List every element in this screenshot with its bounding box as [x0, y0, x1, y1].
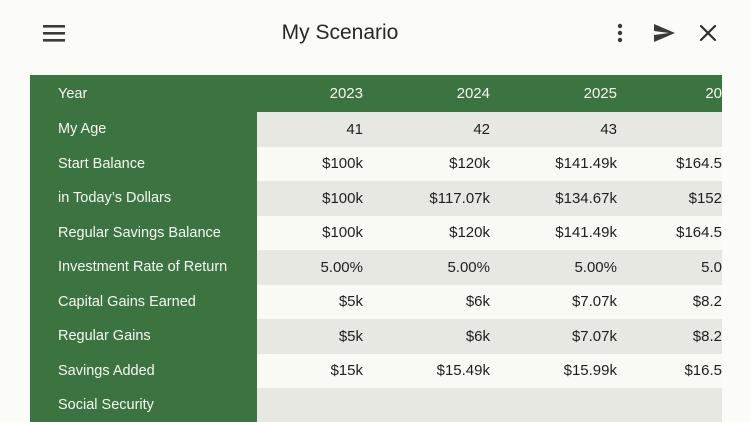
table-cell: [638, 112, 722, 147]
table-cell: 5.0: [638, 250, 722, 285]
table-row: My Age 41 42 43: [30, 112, 722, 147]
table-row: Investment Rate of Return 5.00% 5.00% 5.00%…: [30, 250, 722, 285]
table-cell: 2024: [384, 75, 511, 112]
table-cell: $117.07k: [384, 181, 511, 216]
row-label: Capital Gains Earned: [30, 284, 257, 319]
table-cell: $164.5: [638, 215, 722, 250]
page-title: My Scenario: [281, 21, 399, 44]
row-label: Start Balance: [30, 146, 257, 181]
table-row: Capital Gains Earned $5k $6k $7.07k $8.2: [30, 284, 722, 319]
table-cell: [384, 388, 511, 422]
row-label: Regular Gains: [30, 319, 257, 354]
table-cell: 2023: [257, 75, 384, 112]
table-header-row: Year 2023 2024 2025 20: [30, 75, 722, 112]
table-cell: $120k: [384, 215, 511, 250]
table-cell: [638, 388, 722, 422]
scenario-table[interactable]: Year 2023 2024 2025 20 My Age 41 42 43 Start Bala…: [30, 75, 722, 422]
table-cell: [257, 388, 384, 422]
table-cell: 5.00%: [257, 250, 384, 285]
more-options-icon[interactable]: [608, 21, 632, 45]
row-label: Year: [30, 75, 257, 112]
table-cell: $8.2: [638, 319, 722, 354]
table-cell: $6k: [384, 284, 511, 319]
table-row: Social Security: [30, 388, 722, 422]
table-cell: $100k: [257, 181, 384, 216]
table-cell: $141.49k: [511, 146, 638, 181]
close-icon[interactable]: [696, 21, 720, 45]
table-row: Regular Gains $5k $6k $7.07k $8.2: [30, 319, 722, 354]
table-cell: $15.99k: [511, 353, 638, 388]
table-cell: $100k: [257, 146, 384, 181]
table-cell: [511, 388, 638, 422]
table-cell: 5.00%: [511, 250, 638, 285]
table-cell: $164.5: [638, 146, 722, 181]
send-arrow-icon: [654, 24, 675, 42]
send-icon[interactable]: [652, 21, 676, 45]
row-label: Social Security: [30, 388, 257, 422]
row-label: in Today’s Dollars: [30, 181, 257, 216]
table-cell: 43: [511, 112, 638, 147]
table-cell: 2025: [511, 75, 638, 112]
row-label: Regular Savings Balance: [30, 215, 257, 250]
table-row: Regular Savings Balance $100k $120k $141.49…: [30, 215, 722, 250]
table-row: in Today’s Dollars $100k $117.07k $134.67k $…: [30, 181, 722, 216]
table-cell: $5k: [257, 284, 384, 319]
scenario-table-grid: Year 2023 2024 2025 20 My Age 41 42 43 Start Bala…: [30, 75, 722, 422]
table-row: Start Balance $100k $120k $141.49k $164.5: [30, 146, 722, 181]
table-cell: $6k: [384, 319, 511, 354]
table-cell: $15k: [257, 353, 384, 388]
table-cell: $15.49k: [384, 353, 511, 388]
table-cell: $7.07k: [511, 284, 638, 319]
table-cell: $100k: [257, 215, 384, 250]
row-label: My Age: [30, 112, 257, 147]
app-bar-actions: [608, 21, 720, 45]
table-cell: $8.2: [638, 284, 722, 319]
table-cell: 42: [384, 112, 511, 147]
table-cell: $5k: [257, 319, 384, 354]
table-cell: $120k: [384, 146, 511, 181]
menu-icon[interactable]: [42, 21, 66, 45]
close-x-icon: [699, 24, 717, 42]
table-cell: $152: [638, 181, 722, 216]
row-label: Savings Added: [30, 353, 257, 388]
table-cell: 20: [638, 75, 722, 112]
hamburger-icon: [43, 25, 65, 42]
table-cell: $141.49k: [511, 215, 638, 250]
table-cell: $134.67k: [511, 181, 638, 216]
kebab-icon: [617, 23, 623, 43]
table-cell: 41: [257, 112, 384, 147]
row-label: Investment Rate of Return: [30, 250, 257, 285]
table-cell: $7.07k: [511, 319, 638, 354]
table-cell: $16.5: [638, 353, 722, 388]
table-cell: 5.00%: [384, 250, 511, 285]
table-row: Savings Added $15k $15.49k $15.99k $16.5: [30, 353, 722, 388]
app-bar: My Scenario: [0, 0, 750, 66]
